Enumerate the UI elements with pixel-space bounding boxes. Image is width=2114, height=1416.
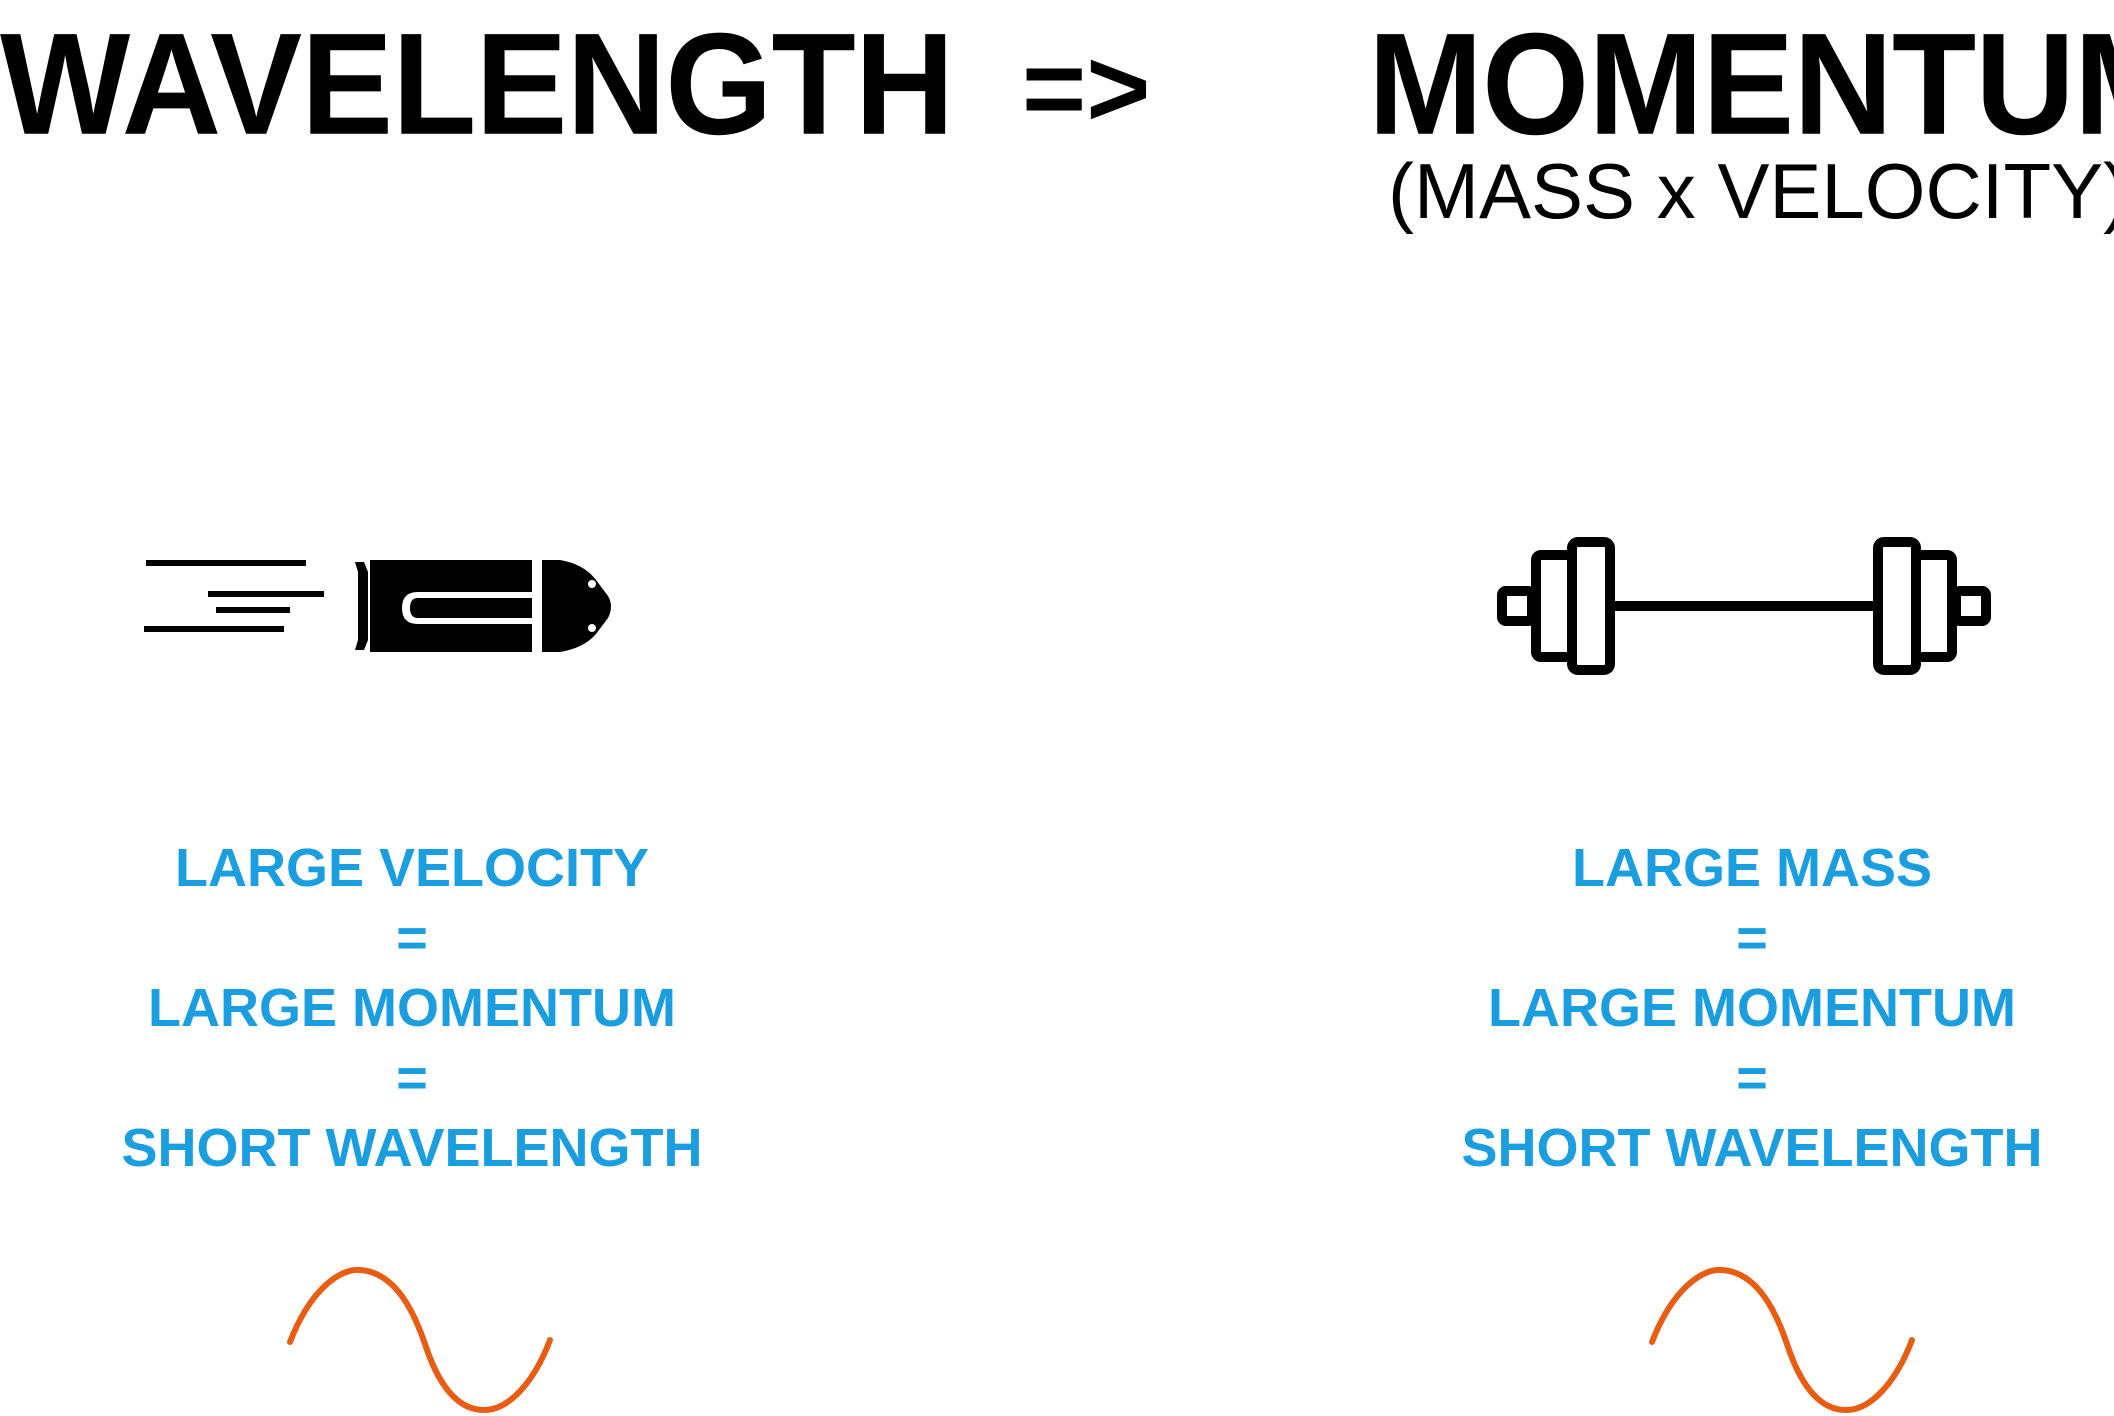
right-subtitle: (MASS x VELOCITY) [1388, 147, 2114, 235]
left-sine-wave [287, 1266, 553, 1414]
equation-line: LARGE MOMENTUM [1488, 978, 2016, 1038]
equation-line: LARGE MASS [1571, 838, 1933, 898]
left-title: WAVELENGTH [0, 3, 954, 166]
equation-line: LARGE MOMENTUM [148, 978, 676, 1038]
implies-arrow: => [1022, 27, 1151, 150]
left-equation-block: LARGE VELOCITY = LARGE MOMENTUM = SHORT … [32, 833, 792, 1183]
speed-line [146, 560, 306, 566]
equation-line: LARGE VELOCITY [174, 838, 650, 898]
right-sine-wave [1649, 1266, 1915, 1414]
equation-line: = [1736, 908, 1768, 968]
speed-line [208, 591, 324, 597]
barbell-plate [1567, 537, 1615, 675]
right-equation-block: LARGE MASS = LARGE MOMENTUM = SHORT WAVE… [1372, 833, 2114, 1183]
equation-line: = [396, 908, 428, 968]
equation-line: SHORT WAVELENGTH [1461, 1118, 2043, 1178]
right-title: MOMENTUM [1368, 3, 2114, 166]
equation-line: SHORT WAVELENGTH [121, 1118, 703, 1178]
equation-line: = [396, 1048, 428, 1108]
bullet-rim [355, 562, 368, 650]
bullet-casing [370, 560, 532, 652]
barbell-endcap [1951, 586, 1991, 626]
speed-line [144, 626, 284, 632]
speed-line [216, 607, 290, 613]
equation-line: = [1736, 1048, 1768, 1108]
